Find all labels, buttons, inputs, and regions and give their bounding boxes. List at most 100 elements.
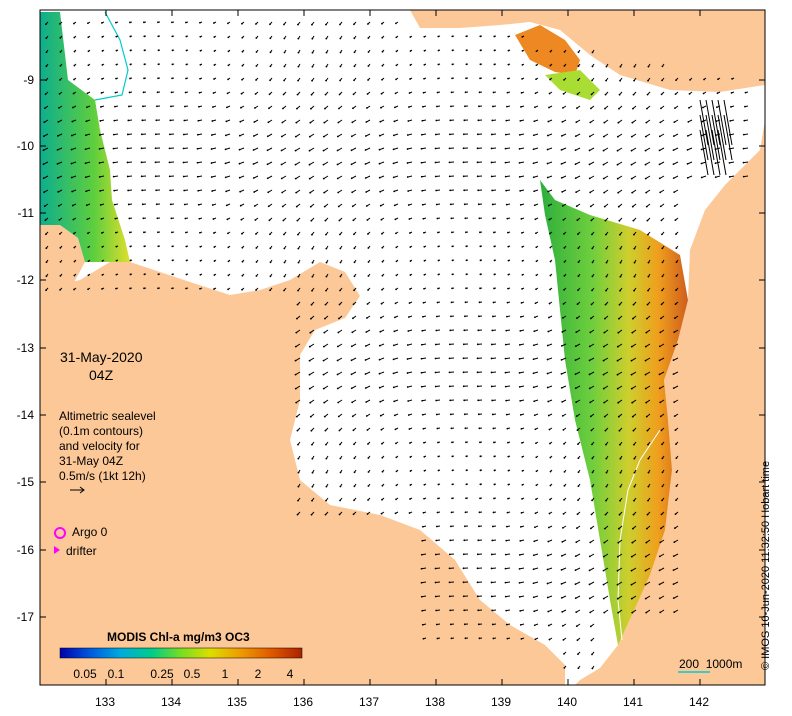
velocity-arrowhead bbox=[591, 247, 594, 250]
velocity-arrowhead bbox=[535, 456, 538, 459]
velocity-arrowhead bbox=[591, 471, 594, 474]
velocity-arrowhead bbox=[619, 261, 622, 264]
velocity-arrowhead bbox=[451, 231, 453, 234]
velocity-arrowhead bbox=[675, 247, 678, 250]
velocity-arrowhead bbox=[561, 400, 564, 403]
velocity-arrowhead bbox=[59, 22, 61, 25]
velocity-arrowhead bbox=[476, 371, 479, 374]
velocity-arrowhead bbox=[408, 302, 411, 304]
velocity-arrowhead bbox=[238, 134, 241, 137]
velocity-arrowhead bbox=[465, 469, 468, 472]
velocity-arrowhead bbox=[462, 567, 465, 570]
velocity-arrowhead bbox=[630, 163, 633, 166]
velocity-arrowhead bbox=[547, 624, 550, 627]
velocity-arrowhead bbox=[434, 161, 437, 164]
velocity-arrowhead bbox=[297, 457, 300, 460]
velocity-arrowhead bbox=[576, 303, 579, 306]
bathymetry-contour bbox=[94, 11, 129, 101]
velocity-arrowhead bbox=[421, 623, 424, 626]
velocity-arrowhead bbox=[269, 51, 272, 54]
velocity-arrowhead bbox=[646, 303, 649, 306]
velocity-arrowhead bbox=[141, 189, 144, 192]
velocity-arrowhead bbox=[464, 427, 467, 430]
velocity-arrowhead bbox=[115, 77, 117, 80]
x-tick-label: 134 bbox=[160, 695, 182, 709]
velocity-arrowhead bbox=[591, 51, 594, 54]
velocity-arrowhead bbox=[463, 119, 466, 122]
velocity-arrowhead bbox=[157, 35, 160, 38]
velocity-arrowhead bbox=[633, 261, 636, 264]
velocity-arrowhead bbox=[409, 36, 412, 38]
velocity-arrowhead bbox=[491, 539, 494, 542]
velocity-arrowhead bbox=[602, 345, 605, 348]
velocity-arrowhead bbox=[521, 456, 524, 458]
velocity-arrowhead bbox=[339, 261, 342, 264]
velocity-arrowhead bbox=[199, 77, 201, 80]
velocity-arrowhead bbox=[562, 106, 564, 109]
velocity-arrowhead bbox=[577, 667, 580, 670]
velocity-arrowhead bbox=[198, 217, 201, 220]
velocity-arrowhead bbox=[464, 301, 467, 304]
velocity-arrowhead bbox=[325, 79, 327, 82]
velocity-arrowhead bbox=[633, 275, 636, 278]
velocity-arrowhead bbox=[311, 275, 314, 278]
velocity-arrowhead bbox=[742, 147, 745, 150]
velocity-arrowhead bbox=[240, 106, 242, 109]
velocity-arrowhead bbox=[618, 93, 621, 96]
velocity-arrowhead bbox=[604, 93, 607, 96]
velocity-arrowhead bbox=[367, 51, 370, 53]
velocity-arrowhead bbox=[42, 163, 45, 166]
velocity-arrowhead bbox=[644, 555, 647, 558]
velocity-arrowhead bbox=[521, 484, 524, 486]
velocity-arrowhead bbox=[225, 204, 228, 207]
velocity-arrowhead bbox=[673, 415, 676, 418]
velocity-arrowhead bbox=[196, 175, 199, 178]
velocity-arrowhead bbox=[196, 133, 199, 136]
velocity-arrowhead bbox=[521, 260, 524, 262]
velocity-arrowhead bbox=[562, 302, 565, 305]
velocity-arrowhead bbox=[156, 217, 159, 220]
velocity-arrowhead bbox=[435, 119, 438, 122]
velocity-arrowhead bbox=[605, 233, 607, 236]
velocity-arrowhead bbox=[423, 469, 426, 472]
velocity-arrowhead bbox=[70, 176, 73, 179]
velocity-arrowhead bbox=[463, 329, 466, 332]
velocity-arrowhead bbox=[451, 469, 454, 472]
velocity-arrowhead bbox=[661, 443, 663, 446]
velocity-arrowhead bbox=[241, 288, 243, 291]
velocity-arrowhead bbox=[129, 49, 132, 52]
velocity-arrow bbox=[699, 114, 709, 161]
velocity-arrowhead bbox=[563, 470, 566, 473]
velocity-arrowhead bbox=[477, 329, 480, 332]
x-tick-label: 137 bbox=[358, 695, 380, 709]
velocity-arrowhead bbox=[575, 415, 578, 418]
velocity-arrowhead bbox=[632, 93, 635, 96]
velocity-arrowhead bbox=[366, 93, 369, 95]
velocity-arrowhead bbox=[421, 189, 424, 192]
velocity-arrowhead bbox=[575, 625, 578, 628]
velocity-arrowhead bbox=[451, 77, 453, 80]
velocity-arrow bbox=[699, 99, 709, 146]
chl-swath-east bbox=[540, 180, 688, 645]
velocity-arrowhead bbox=[674, 93, 677, 96]
velocity-arrowhead bbox=[504, 175, 507, 178]
velocity-arrowhead bbox=[658, 555, 661, 558]
velocity-arrowhead bbox=[378, 134, 381, 137]
velocity-arrowhead bbox=[323, 415, 326, 418]
velocity-arrowhead bbox=[183, 119, 186, 122]
velocity-arrowhead bbox=[563, 288, 565, 291]
velocity-arrowhead bbox=[155, 119, 158, 122]
velocity-arrowhead bbox=[157, 77, 159, 80]
velocity-arrowhead bbox=[310, 93, 313, 96]
velocity-arrowhead bbox=[479, 35, 482, 38]
velocity-arrowhead bbox=[128, 91, 131, 94]
velocity-arrowhead bbox=[590, 303, 593, 306]
velocity-arrowhead bbox=[434, 175, 437, 178]
velocity-arrowhead bbox=[563, 498, 565, 501]
velocity-arrowhead bbox=[282, 93, 285, 96]
velocity-arrowhead bbox=[507, 49, 510, 52]
velocity-arrowhead bbox=[675, 471, 678, 474]
velocity-arrowhead bbox=[714, 176, 717, 179]
velocity-arrowhead bbox=[423, 273, 426, 276]
velocity-arrowhead bbox=[241, 36, 244, 39]
